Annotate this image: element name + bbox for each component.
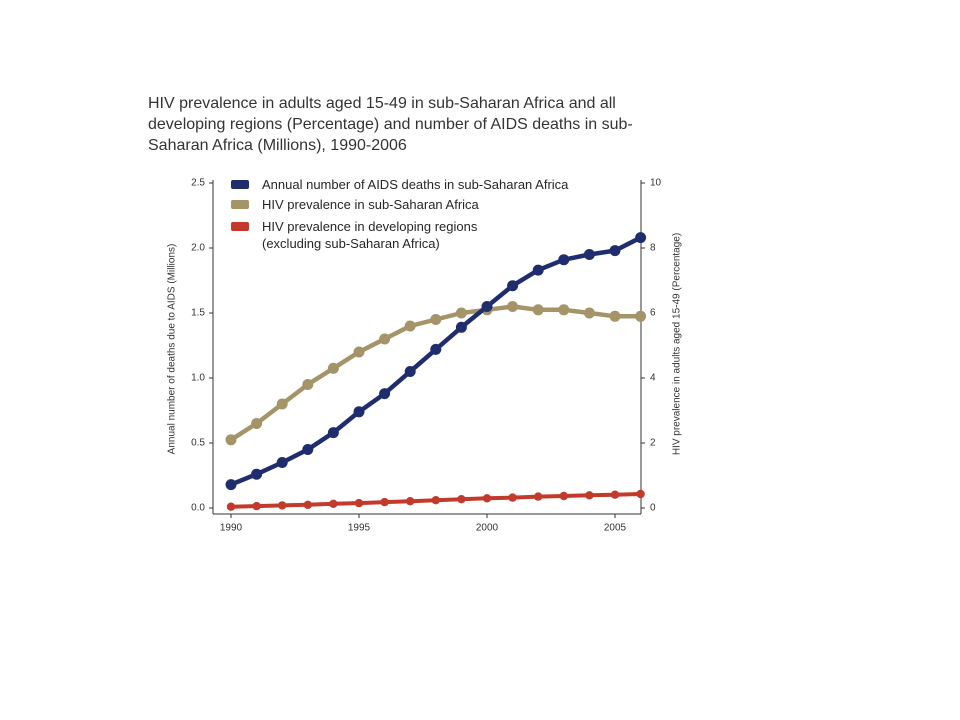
data-point-hiv-prevalence-developing (610, 490, 620, 499)
data-point-hiv-prevalence-developing (636, 489, 645, 499)
data-point-aids-deaths (635, 232, 647, 244)
chart-title: HIV prevalence in adults aged 15-49 in s… (148, 95, 633, 154)
data-point-hiv-prevalence-ssa (635, 310, 647, 322)
data-point-hiv-prevalence-developing (585, 491, 594, 500)
data-point-aids-deaths (302, 444, 314, 455)
data-point-aids-deaths (276, 457, 288, 468)
data-point-hiv-prevalence-developing (559, 491, 568, 501)
y-right-tick-label: 8 (650, 243, 656, 254)
data-point-hiv-prevalence-ssa (353, 346, 365, 358)
data-point-hiv-prevalence-ssa (404, 320, 416, 332)
data-point-hiv-prevalence-developing (534, 492, 543, 501)
legend-swatch-hiv-prevalence-developing (231, 222, 249, 231)
series-line-hiv-prevalence-ssa (228, 304, 643, 443)
y-left-tick-label: 2.0 (191, 243, 205, 254)
series-line-aids-deaths (228, 235, 643, 487)
y-right-tick-label: 10 (650, 178, 662, 189)
data-point-hiv-prevalence-ssa (455, 307, 467, 319)
data-point-hiv-prevalence-developing (380, 497, 389, 507)
data-point-aids-deaths (404, 366, 416, 377)
y-left-tick-label: 0.0 (191, 503, 205, 514)
data-point-aids-deaths (430, 343, 442, 355)
data-point-aids-deaths (327, 427, 339, 439)
y-right-tick-label: 4 (650, 373, 656, 384)
data-point-hiv-prevalence-ssa (251, 418, 263, 429)
data-point-aids-deaths (481, 301, 493, 312)
y-right-tick-label: 0 (650, 503, 656, 514)
axis-ticks: 0.0 0.5 1.0 1.5 2.0 2.5 0 2 4 6 8 10 1990 1995 2000 200… (191, 178, 661, 534)
data-point-hiv-prevalence-ssa (302, 379, 314, 390)
data-point-hiv-prevalence-ssa (327, 362, 339, 374)
data-point-aids-deaths (583, 249, 595, 260)
x-tick-label: 2005 (604, 523, 627, 534)
data-point-aids-deaths (609, 245, 621, 257)
data-point-aids-deaths (507, 280, 519, 292)
legend-swatch-hiv-prevalence-ssa (231, 200, 249, 209)
data-point-aids-deaths (251, 468, 263, 480)
y-right-axis-title: HIV prevalence in adults aged 15-49 (Per… (672, 233, 683, 455)
x-tick-label: 1995 (348, 523, 371, 534)
y-right-tick-label: 2 (650, 438, 656, 449)
data-point-hiv-prevalence-ssa (507, 301, 519, 312)
data-point-hiv-prevalence-ssa (276, 398, 288, 410)
data-point-hiv-prevalence-developing (303, 500, 312, 509)
data-point-hiv-prevalence-developing (431, 496, 440, 505)
y-left-tick-label: 1.5 (191, 308, 205, 319)
legend-swatch-aids-deaths (231, 180, 249, 189)
y-left-tick-label: 1.0 (191, 373, 205, 384)
data-point-hiv-prevalence-ssa (558, 304, 570, 316)
data-point-aids-deaths (558, 254, 570, 266)
y-left-tick-label: 2.5 (191, 178, 205, 189)
data-point-hiv-prevalence-ssa (430, 314, 442, 325)
legend-label-hiv-prevalence-developing: HIV prevalence in developing regions (ex… (262, 219, 478, 251)
data-series (225, 232, 647, 511)
data-point-hiv-prevalence-ssa (379, 333, 391, 345)
legend-label-hiv-prevalence-ssa: HIV prevalence in sub-Saharan Africa (262, 197, 479, 212)
legend-item-aids-deaths: Annual number of AIDS deaths in sub-Saha… (231, 176, 568, 193)
y-left-axis-title: Annual number of deaths due to AIDS (Mil… (167, 244, 178, 455)
data-point-aids-deaths (532, 264, 544, 276)
data-point-hiv-prevalence-developing (252, 501, 261, 511)
data-point-hiv-prevalence-developing (508, 493, 517, 502)
data-point-aids-deaths (379, 388, 391, 400)
data-point-hiv-prevalence-developing (457, 495, 466, 504)
data-point-hiv-prevalence-developing (406, 497, 415, 506)
data-point-hiv-prevalence-developing (354, 498, 364, 508)
x-tick-label: 2000 (476, 523, 499, 534)
data-point-hiv-prevalence-ssa (225, 434, 237, 446)
data-point-hiv-prevalence-ssa (583, 307, 595, 319)
data-point-aids-deaths (225, 479, 237, 491)
y-left-tick-label: 0.5 (191, 438, 205, 449)
data-point-hiv-prevalence-developing (278, 501, 287, 510)
legend-item-hiv-prevalence-developing: HIV prevalence in developing regions (ex… (231, 218, 492, 252)
data-point-hiv-prevalence-developing (482, 494, 492, 503)
x-tick-label: 1990 (220, 523, 243, 534)
data-point-hiv-prevalence-ssa (609, 310, 621, 322)
y-right-tick-label: 6 (650, 308, 656, 319)
legend-item-hiv-prevalence-ssa: HIV prevalence in sub-Saharan Africa (231, 196, 479, 213)
legend-label-aids-deaths: Annual number of AIDS deaths in sub-Saha… (262, 177, 569, 192)
data-point-hiv-prevalence-ssa (532, 304, 544, 316)
data-point-hiv-prevalence-developing (329, 499, 338, 508)
data-point-aids-deaths (455, 321, 467, 333)
data-point-aids-deaths (353, 406, 365, 418)
data-point-hiv-prevalence-developing (226, 502, 236, 511)
